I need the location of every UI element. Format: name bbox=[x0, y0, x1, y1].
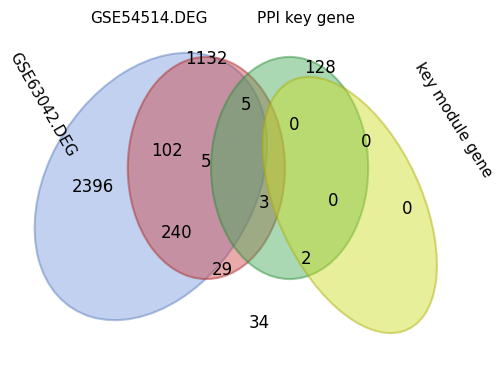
Text: 5: 5 bbox=[240, 96, 251, 114]
Text: 3: 3 bbox=[259, 194, 270, 212]
Text: 0: 0 bbox=[402, 200, 413, 218]
Text: 102: 102 bbox=[151, 142, 183, 160]
Text: key module gene: key module gene bbox=[412, 60, 495, 180]
Text: 240: 240 bbox=[160, 224, 192, 242]
Ellipse shape bbox=[262, 77, 437, 333]
Text: 0: 0 bbox=[328, 192, 339, 210]
Text: 2: 2 bbox=[300, 250, 311, 268]
Ellipse shape bbox=[211, 57, 368, 279]
Text: PPI key gene: PPI key gene bbox=[257, 10, 355, 25]
Text: GSE54514.DEG: GSE54514.DEG bbox=[90, 10, 208, 25]
Text: 1132: 1132 bbox=[185, 50, 228, 68]
Text: 34: 34 bbox=[249, 314, 270, 332]
Text: 5: 5 bbox=[201, 153, 211, 172]
Text: 2396: 2396 bbox=[72, 178, 114, 195]
Text: 128: 128 bbox=[304, 59, 336, 77]
Ellipse shape bbox=[34, 53, 267, 320]
Ellipse shape bbox=[128, 57, 285, 279]
Text: 29: 29 bbox=[212, 261, 233, 279]
Text: 0: 0 bbox=[289, 116, 300, 134]
Text: GSE63042.DEG: GSE63042.DEG bbox=[6, 50, 78, 160]
Text: 0: 0 bbox=[360, 133, 371, 151]
